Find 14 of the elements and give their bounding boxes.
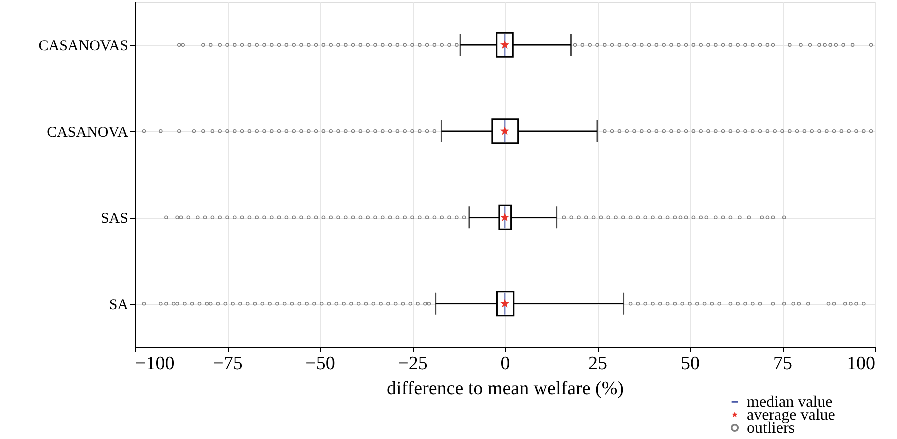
x-tick-label: 25 <box>588 354 608 374</box>
x-tick-label: 0 <box>500 354 510 374</box>
y-tick-label: CASANOVAS <box>38 38 128 55</box>
x-tick-label: 100 <box>847 354 876 374</box>
x-axis-title: difference to mean welfare (%) <box>386 378 624 400</box>
x-tick-label: 50 <box>681 354 700 374</box>
x-tick-label: −25 <box>398 354 428 374</box>
x-tick-label: −75 <box>213 354 243 374</box>
y-tick-label: CASANOVA <box>47 124 129 141</box>
y-tick-label: SAS <box>100 211 128 228</box>
x-tick-label: −100 <box>136 354 175 374</box>
y-tick-label: SA <box>109 297 129 314</box>
x-tick-label: −50 <box>306 354 336 374</box>
x-tick-label: 75 <box>774 354 792 374</box>
